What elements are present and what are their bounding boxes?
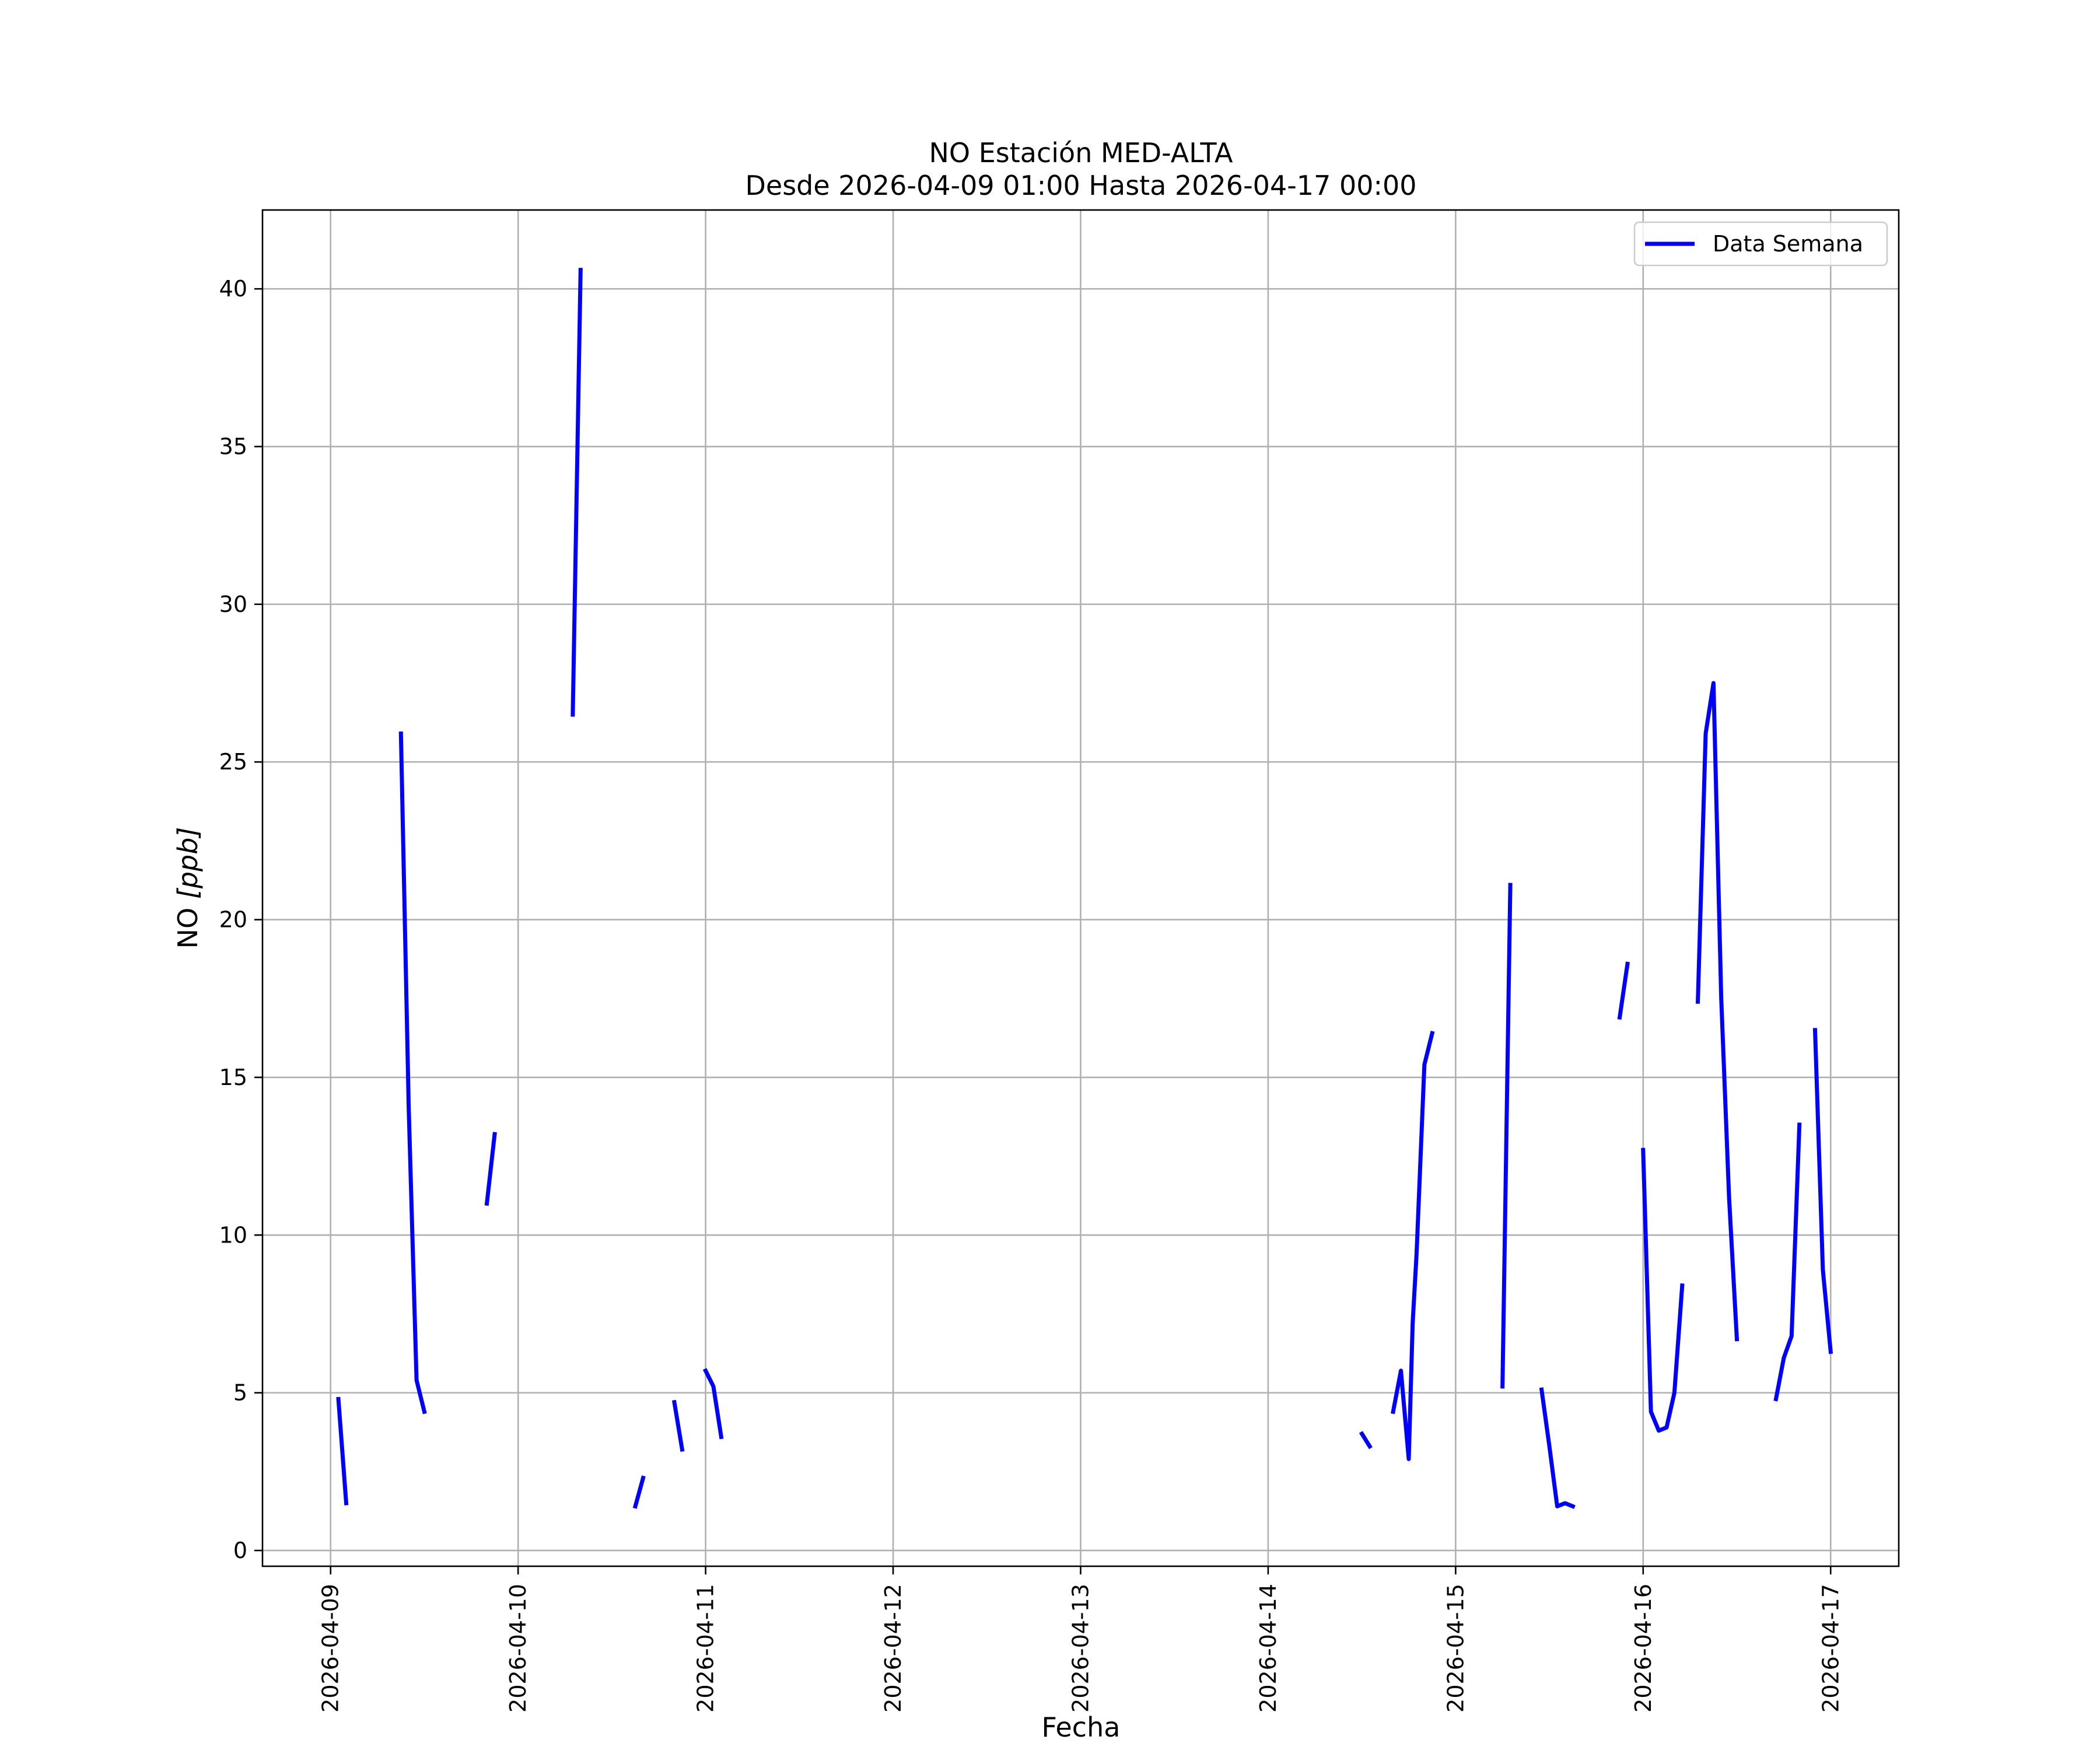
x-tick-label: 2026-04-16 bbox=[1630, 1584, 1656, 1713]
y-tick-label: 35 bbox=[219, 434, 247, 460]
y-tick-label: 25 bbox=[219, 749, 247, 775]
tick-layer: 2026-04-09 2026-04-10 2026-04-11 2026-04-12… bbox=[219, 276, 1844, 1713]
y-axis-label-unit: [ppb] bbox=[172, 827, 204, 900]
series-layer bbox=[336, 268, 1833, 1509]
series-line-segment bbox=[336, 1396, 349, 1506]
y-tick-label: 40 bbox=[219, 276, 247, 302]
series-line-segment bbox=[570, 268, 583, 717]
x-tick-label: 2026-04-11 bbox=[693, 1584, 719, 1713]
series-line-segment bbox=[632, 1475, 646, 1509]
series-line-segment bbox=[1500, 883, 1513, 1389]
y-tick-label: 5 bbox=[233, 1380, 247, 1406]
x-tick-label: 2026-04-17 bbox=[1818, 1584, 1843, 1713]
series-line-segment bbox=[1539, 1387, 1576, 1509]
series-line-segment bbox=[1641, 1147, 1685, 1433]
y-tick-label: 10 bbox=[219, 1222, 247, 1248]
legend-label-data-semana: Data Semana bbox=[1713, 231, 1863, 257]
x-axis-label: Fecha bbox=[1042, 1712, 1121, 1743]
series-line-segment bbox=[671, 1399, 685, 1452]
legend-box bbox=[1633, 221, 1888, 267]
chart-title: NO Estación MED-ALTA bbox=[929, 137, 1233, 169]
y-tick-label: 0 bbox=[233, 1538, 247, 1563]
series-line-segment bbox=[1773, 1122, 1802, 1402]
grid-layer bbox=[262, 210, 1899, 1566]
x-tick-label: 2026-04-09 bbox=[318, 1584, 344, 1713]
y-tick-label: 15 bbox=[219, 1065, 247, 1090]
series-line-segment bbox=[1359, 1431, 1373, 1450]
y-tick-label: 30 bbox=[219, 592, 247, 617]
x-tick-label: 2026-04-10 bbox=[505, 1584, 531, 1713]
series-line-segment bbox=[702, 1368, 724, 1440]
x-tick-label: 2026-04-12 bbox=[880, 1584, 906, 1713]
chart-subtitle: Desde 2026-04-09 01:00 Hasta 2026-04-17 … bbox=[745, 170, 1416, 201]
series-line-segment bbox=[1812, 1028, 1833, 1354]
series-line-segment bbox=[398, 732, 427, 1415]
x-tick-label: 2026-04-14 bbox=[1255, 1584, 1281, 1713]
series-line-segment bbox=[484, 1132, 497, 1206]
series-line-segment bbox=[1391, 1030, 1435, 1461]
y-axis-label: NO [ppb] bbox=[172, 827, 204, 949]
legend: Data Semana bbox=[1633, 221, 1888, 267]
series-line-segment bbox=[1617, 961, 1630, 1020]
y-axis-label-text: NO bbox=[172, 899, 204, 949]
series-line-segment bbox=[1695, 681, 1740, 1342]
y-tick-label: 20 bbox=[219, 907, 247, 933]
x-tick-label: 2026-04-13 bbox=[1068, 1584, 1094, 1713]
x-tick-label: 2026-04-15 bbox=[1443, 1584, 1468, 1713]
